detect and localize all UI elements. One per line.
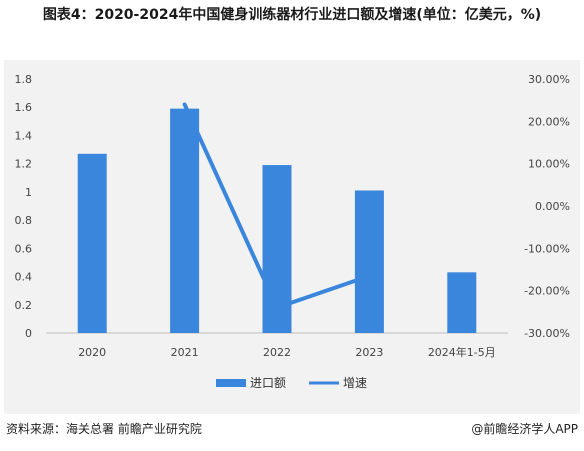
- bar-import-value: [354, 190, 384, 333]
- x-category-label: 2020: [78, 346, 106, 359]
- chart-title: 图表4：2020-2024年中国健身训练器材行业进口额及增速(单位：亿美元，%): [42, 7, 542, 23]
- growth-line: [182, 102, 372, 310]
- right-tick-label: -30.00%: [524, 327, 570, 340]
- x-category-label: 2024年1-5月: [428, 345, 496, 359]
- x-category-label: 2022: [263, 346, 291, 359]
- line-series: [182, 102, 372, 310]
- left-tick-label: 0.8: [15, 214, 33, 227]
- right-tick-label: 30.00%: [528, 73, 570, 86]
- right-tick-label: -10.00%: [524, 242, 570, 255]
- legend-label-line: 增速: [343, 376, 367, 390]
- left-tick-label: 0: [25, 327, 32, 340]
- legend: 进口额 增速: [216, 376, 367, 390]
- left-tick-label: 1: [25, 186, 32, 199]
- right-axis-ticks: -30.00% -20.00% -10.00% 0.00% 10.00% 20.00% 30…: [524, 73, 570, 340]
- bar-import-value: [170, 108, 200, 333]
- x-axis-categories: 2020 2021 2022 2023 2024年1-5月: [78, 345, 496, 359]
- legend-swatch-bar: [216, 379, 246, 387]
- left-axis-ticks: 0 0.2 0.4 0.6 0.8 1 1.2 1.4 1.6 1.8: [15, 73, 33, 340]
- left-tick-label: 0.4: [15, 271, 33, 284]
- bar-import-value: [447, 272, 477, 333]
- brand-note: @前瞻经济学人APP: [471, 422, 578, 436]
- right-tick-label: 0.00%: [535, 200, 570, 213]
- right-tick-label: 10.00%: [528, 158, 570, 171]
- x-category-label: 2021: [171, 346, 199, 359]
- left-tick-label: 0.6: [15, 242, 33, 255]
- legend-label-bar: 进口额: [250, 376, 286, 390]
- left-tick-label: 1.8: [15, 73, 33, 86]
- left-tick-label: 0.2: [15, 299, 33, 312]
- x-category-label: 2023: [355, 346, 383, 359]
- left-tick-label: 1.6: [15, 101, 33, 114]
- right-tick-label: -20.00%: [524, 285, 570, 298]
- left-tick-label: 1.2: [15, 158, 33, 171]
- source-note: 资料来源：海关总署 前瞻产业研究院: [6, 422, 202, 436]
- bar-import-value: [77, 153, 107, 333]
- right-tick-label: 20.00%: [528, 115, 570, 128]
- bar-series: [77, 108, 477, 333]
- left-tick-label: 1.4: [15, 129, 33, 142]
